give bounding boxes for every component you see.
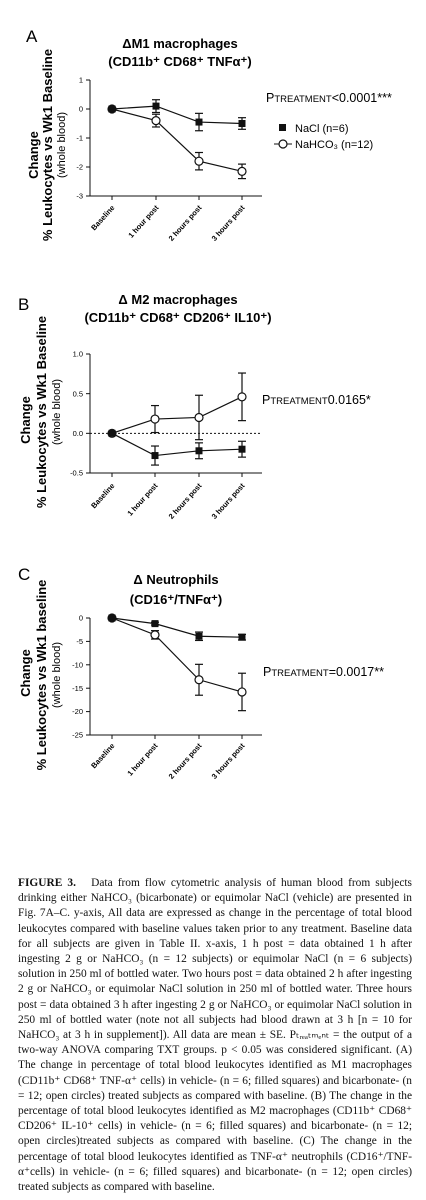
series-line bbox=[111, 396, 243, 434]
data-point-circle bbox=[237, 687, 247, 697]
chart-b-svg: B Δ M2 macrophages (CD11b⁺ CD68⁺ CD206⁺ … bbox=[18, 292, 371, 521]
x-tick-label: 1 hour post bbox=[125, 741, 159, 778]
y-axis-label-1: Change bbox=[18, 396, 33, 444]
x-tick-label: 1 hour post bbox=[125, 481, 159, 518]
data-point-square bbox=[238, 633, 246, 641]
figure-caption: FIGURE 3. Data from flow cytometric anal… bbox=[18, 876, 412, 1195]
y-axis-label-3: (whole blood) bbox=[51, 642, 63, 708]
chart-a-svg: A ΔM1 macrophages (CD11b⁺ CD68⁺ TNFα⁺) C… bbox=[26, 27, 392, 243]
data-point-square bbox=[108, 614, 116, 622]
x-tick-label: 2 hours post bbox=[167, 203, 204, 243]
data-point-square bbox=[108, 429, 116, 437]
x-tick-label: 3 hours post bbox=[210, 741, 247, 781]
series-line bbox=[111, 617, 243, 638]
data-point-circle bbox=[237, 392, 247, 402]
x-tick-label: Baseline bbox=[89, 481, 116, 510]
chart-title: Δ M2 macrophages bbox=[118, 292, 237, 307]
data-point-circle bbox=[194, 156, 204, 166]
data-point-circle bbox=[151, 115, 161, 126]
series-line bbox=[111, 105, 243, 125]
series-line bbox=[111, 108, 243, 172]
chart-subtitle: (CD11b⁺ CD68⁺ TNFα⁺) bbox=[108, 54, 251, 69]
data-point-square bbox=[108, 105, 116, 113]
y-axis-label-3: (whole blood) bbox=[51, 379, 63, 445]
y-axis-label-2: % Leukocytes vs Wk1 Baseline bbox=[40, 49, 55, 241]
y-axis-label-2: % Leukocytes vs Wk1 Baseline bbox=[34, 316, 49, 508]
chart-subtitle: (CD11b⁺ CD68⁺ CD206⁺ IL10⁺) bbox=[84, 310, 271, 325]
data-point-square bbox=[151, 620, 159, 628]
panel-b: B Δ M2 macrophages (CD11b⁺ CD68⁺ CD206⁺ … bbox=[0, 290, 426, 560]
y-axis-label-2: % Leukocytes vs Wk1 baseline bbox=[34, 580, 49, 771]
series-line bbox=[111, 617, 243, 693]
plot-area: 1 0 -1 -2 -3 Baseline 1 hour post 2 hours post 3… bbox=[76, 76, 262, 243]
y-tick-label: -20 bbox=[72, 707, 83, 716]
legend-square-marker bbox=[279, 124, 286, 131]
figure-label: FIGURE 3. bbox=[18, 877, 76, 889]
legend-item-nahco3: NaHCO₃ (n=12) bbox=[295, 139, 373, 151]
x-tick-label: 2 hours post bbox=[167, 741, 204, 781]
y-tick-label: -15 bbox=[72, 684, 83, 693]
data-point-square bbox=[195, 118, 203, 126]
p-treatment-label: PTREATMENT0.0165* bbox=[262, 393, 371, 407]
legend-circle-marker bbox=[278, 139, 288, 149]
series-line bbox=[111, 432, 243, 457]
panel-letter: C bbox=[18, 565, 30, 584]
legend-item-nacl: NaCl (n=6) bbox=[295, 123, 349, 135]
data-point-square bbox=[195, 632, 203, 640]
y-tick-label: -2 bbox=[76, 163, 83, 172]
y-tick-label: 0.0 bbox=[73, 429, 83, 438]
y-tick-label: 1 bbox=[79, 76, 83, 85]
data-point-square bbox=[238, 445, 246, 453]
data-point-circle bbox=[194, 675, 204, 685]
legend: NaCl (n=6) NaHCO₃ (n=12) bbox=[274, 123, 373, 151]
data-point-circle bbox=[150, 630, 160, 640]
y-axis-label-1: Change bbox=[18, 649, 33, 697]
x-tick-label: 3 hours post bbox=[210, 203, 247, 243]
caption-text: Data from flow cytometric analysis of hu… bbox=[18, 877, 412, 1194]
panel-c: C Δ Neutrophils (CD16⁺/TNFα⁺) Change % L… bbox=[0, 560, 426, 865]
y-axis-label-1: Change bbox=[26, 131, 41, 179]
chart-title: ΔM1 macrophages bbox=[122, 36, 238, 51]
x-tick-label: 2 hours post bbox=[167, 481, 204, 521]
chart-title: Δ Neutrophils bbox=[133, 572, 218, 587]
y-tick-label: -1 bbox=[76, 134, 83, 143]
plot-area: 1.0 0.5 0.0 -0.5 Baseline 1 hour post 2 hours … bbox=[70, 350, 262, 521]
p-treatment-label: PTREATMENT=0.0017** bbox=[263, 665, 384, 679]
data-point-square bbox=[195, 447, 203, 455]
y-tick-label: -10 bbox=[72, 660, 83, 669]
y-axis-label-3: (whole blood) bbox=[56, 112, 68, 178]
x-tick-label: Baseline bbox=[89, 203, 116, 232]
x-tick-label: 1 hour post bbox=[126, 203, 160, 240]
y-tick-label: 1.0 bbox=[73, 350, 83, 359]
chart-c-svg: C Δ Neutrophils (CD16⁺/TNFα⁺) Change % L… bbox=[18, 565, 384, 781]
y-tick-label: -25 bbox=[72, 731, 83, 740]
data-point-circle bbox=[194, 412, 204, 423]
data-point-square bbox=[238, 120, 246, 127]
plot-area: 0 -5 -10 -15 -20 -25 Baseline 1 hour post 2 hour… bbox=[72, 613, 262, 781]
y-tick-label: 0 bbox=[79, 105, 83, 114]
p-treatment-label: PTREATMENT<0.0001*** bbox=[266, 91, 392, 105]
y-tick-label: 0.5 bbox=[73, 389, 83, 398]
chart-subtitle: (CD16⁺/TNFα⁺) bbox=[130, 592, 223, 607]
y-tick-label: -3 bbox=[76, 192, 83, 201]
x-tick-label: 3 hours post bbox=[210, 481, 247, 521]
data-point-square bbox=[152, 102, 160, 110]
panel-letter: A bbox=[26, 27, 38, 46]
y-tick-label: -5 bbox=[76, 637, 83, 646]
y-tick-label: 0 bbox=[79, 614, 83, 623]
data-point-circle bbox=[150, 414, 160, 424]
panel-a: A ΔM1 macrophages (CD11b⁺ CD68⁺ TNFα⁺) C… bbox=[0, 0, 426, 290]
data-point-circle bbox=[237, 166, 247, 176]
x-tick-label: Baseline bbox=[89, 741, 116, 770]
panel-letter: B bbox=[18, 295, 29, 314]
data-point-square bbox=[151, 452, 159, 460]
y-tick-label: -0.5 bbox=[70, 469, 83, 478]
